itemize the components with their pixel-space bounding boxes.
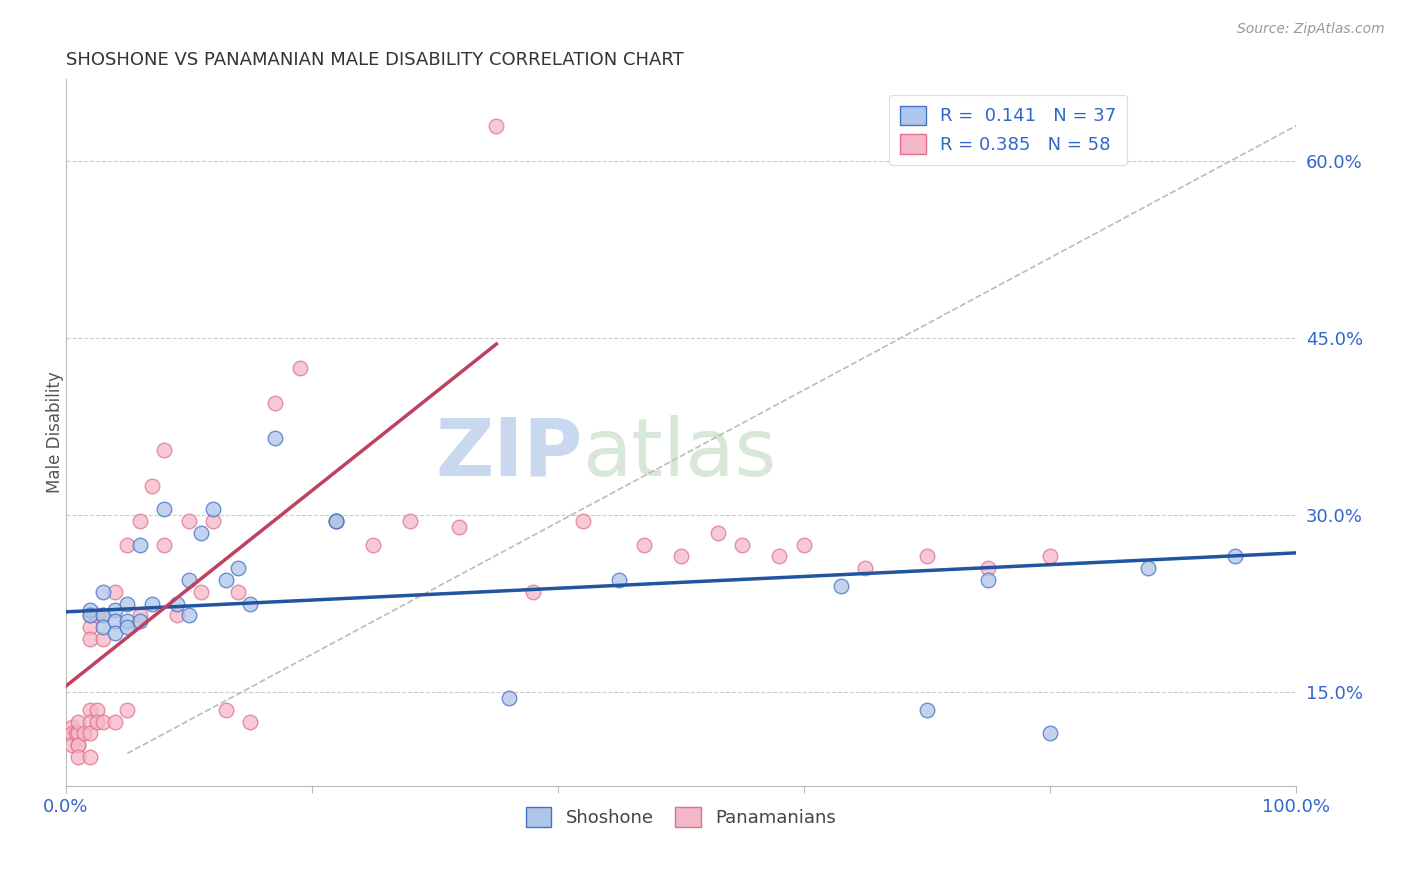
Point [117, 597, 139, 611]
Point [399, 514, 422, 528]
Text: ZIP: ZIP [436, 415, 582, 492]
Point [977, 573, 1000, 587]
Point [202, 514, 225, 528]
Point [104, 615, 127, 629]
Point [86, 714, 108, 729]
Point [91, 584, 114, 599]
Point [128, 608, 150, 623]
Point [669, 549, 692, 564]
Point [363, 538, 385, 552]
Point [830, 579, 852, 593]
Point [104, 602, 127, 616]
Point [128, 514, 150, 528]
Point [485, 119, 508, 133]
Point [128, 615, 150, 629]
Point [79, 602, 101, 616]
Point [79, 608, 101, 623]
Point [855, 561, 877, 575]
Point [79, 703, 101, 717]
Point [153, 502, 176, 516]
Point [117, 703, 139, 717]
Text: atlas: atlas [582, 415, 778, 492]
Point [79, 620, 101, 634]
Point [177, 514, 200, 528]
Point [449, 520, 471, 534]
Point [141, 597, 163, 611]
Point [1039, 549, 1062, 564]
Point [915, 549, 938, 564]
Point [609, 573, 631, 587]
Point [104, 714, 127, 729]
Point [60, 721, 83, 735]
Point [226, 584, 249, 599]
Point [325, 514, 347, 528]
Point [67, 738, 90, 752]
Point [73, 726, 96, 740]
Point [65, 726, 87, 740]
Point [79, 750, 101, 764]
Point [104, 584, 127, 599]
Point [67, 714, 90, 729]
Y-axis label: Male Disability: Male Disability [46, 372, 63, 493]
Point [1223, 549, 1246, 564]
Text: SHOSHONE VS PANAMANIAN MALE DISABILITY CORRELATION CHART: SHOSHONE VS PANAMANIAN MALE DISABILITY C… [66, 51, 683, 69]
Point [86, 703, 108, 717]
Point [731, 538, 754, 552]
Point [325, 514, 347, 528]
Point [67, 750, 90, 764]
Point [1039, 726, 1062, 740]
Point [239, 597, 262, 611]
Point [977, 561, 1000, 575]
Point [226, 561, 249, 575]
Point [288, 360, 311, 375]
Point [67, 726, 90, 740]
Point [264, 432, 287, 446]
Point [215, 703, 238, 717]
Point [239, 714, 262, 729]
Point [498, 691, 520, 706]
Point [67, 738, 90, 752]
Point [60, 738, 83, 752]
Point [128, 538, 150, 552]
Point [117, 615, 139, 629]
Point [117, 620, 139, 634]
Point [60, 726, 83, 740]
Point [166, 608, 188, 623]
Point [522, 584, 544, 599]
Point [793, 538, 815, 552]
Point [117, 538, 139, 552]
Point [141, 478, 163, 492]
Point [91, 714, 114, 729]
Point [91, 632, 114, 646]
Point [166, 597, 188, 611]
Point [79, 714, 101, 729]
Point [190, 525, 212, 540]
Point [91, 620, 114, 634]
Point [91, 608, 114, 623]
Point [915, 703, 938, 717]
Point [79, 632, 101, 646]
Point [177, 608, 200, 623]
Point [91, 608, 114, 623]
Point [264, 396, 287, 410]
Point [177, 573, 200, 587]
Point [86, 608, 108, 623]
Point [202, 502, 225, 516]
Legend: Shoshone, Panamanians: Shoshone, Panamanians [519, 800, 844, 834]
Point [104, 626, 127, 640]
Point [1137, 561, 1160, 575]
Point [325, 514, 347, 528]
Point [79, 608, 101, 623]
Point [707, 525, 730, 540]
Point [215, 573, 238, 587]
Point [79, 726, 101, 740]
Text: Source: ZipAtlas.com: Source: ZipAtlas.com [1237, 22, 1385, 37]
Point [633, 538, 655, 552]
Point [190, 584, 212, 599]
Point [153, 443, 176, 458]
Point [768, 549, 790, 564]
Point [153, 538, 176, 552]
Point [571, 514, 593, 528]
